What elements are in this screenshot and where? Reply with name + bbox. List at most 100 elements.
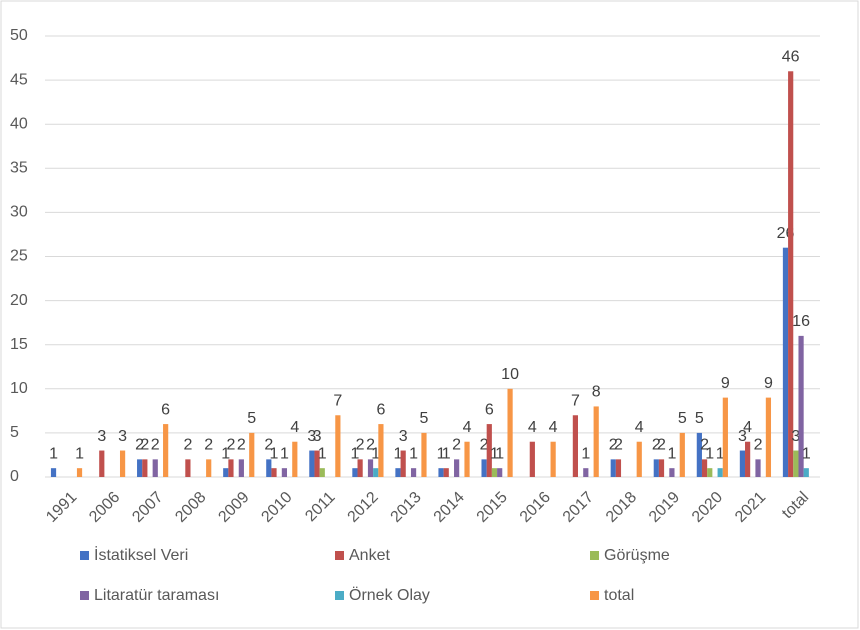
- value-label: 2: [151, 437, 160, 454]
- legend-swatch: [80, 591, 89, 600]
- value-label: 1: [350, 445, 359, 462]
- value-label: 2: [480, 437, 489, 454]
- bar: [454, 459, 460, 477]
- bar: [696, 432, 702, 477]
- bar: [593, 406, 599, 477]
- legend-swatch: [590, 551, 599, 560]
- bar: [679, 432, 685, 477]
- y-tick-label: 15: [10, 336, 28, 353]
- bar: [636, 441, 642, 477]
- bar: [782, 247, 789, 477]
- legend-label: Görüşme: [604, 547, 670, 564]
- value-label: 1: [394, 445, 403, 462]
- value-label: 2: [754, 437, 763, 454]
- bar: [185, 459, 191, 477]
- value-label: 1: [280, 445, 289, 462]
- bar: [367, 459, 374, 477]
- value-label: 1: [802, 445, 811, 462]
- bar: [163, 424, 169, 477]
- bar: [803, 468, 809, 477]
- bar: [292, 441, 298, 477]
- bar: [717, 468, 723, 477]
- value-label: 1: [75, 445, 84, 462]
- bar: [798, 335, 804, 477]
- value-label: 2: [366, 437, 375, 454]
- bar: [658, 459, 665, 477]
- value-label: 2: [614, 437, 623, 454]
- bar: [788, 71, 794, 477]
- bar: [410, 468, 417, 477]
- value-label: 4: [528, 419, 537, 436]
- legend-label: Örnek Olay: [349, 586, 430, 604]
- value-label: 4: [463, 419, 472, 436]
- bar: [238, 459, 244, 477]
- value-label: 46: [782, 48, 800, 65]
- y-tick-label: 0: [10, 468, 19, 485]
- value-label: 10: [501, 366, 519, 383]
- bar: [507, 388, 513, 477]
- value-label: 7: [571, 392, 580, 409]
- bar: [335, 415, 341, 477]
- value-label: 5: [695, 410, 704, 427]
- bar: [610, 459, 616, 477]
- y-tick-label: 30: [10, 204, 28, 221]
- bar: [378, 424, 384, 477]
- bar: [481, 459, 487, 477]
- value-label: 3: [307, 428, 316, 445]
- value-label: 5: [678, 410, 687, 427]
- bar: [99, 450, 105, 477]
- value-label: 3: [313, 428, 322, 445]
- y-tick-label: 40: [10, 115, 28, 132]
- bar: [228, 459, 234, 477]
- bar: [701, 459, 708, 477]
- value-label: 4: [549, 419, 558, 436]
- value-label: 2: [452, 437, 461, 454]
- legend-label: Litaratür taraması: [94, 587, 219, 604]
- bar: [119, 450, 126, 477]
- legend-swatch: [335, 591, 344, 600]
- bar: [352, 468, 358, 477]
- bar: [373, 468, 379, 477]
- bar: [707, 468, 713, 477]
- legend-label: İstatiksel Veri: [94, 545, 188, 564]
- value-label: 1: [49, 445, 58, 462]
- value-label: 1: [270, 445, 279, 462]
- value-label: 1: [437, 445, 446, 462]
- value-label: 2: [204, 437, 213, 454]
- value-label: 2: [226, 437, 235, 454]
- legend-label: Anket: [349, 547, 390, 564]
- value-label: 3: [97, 428, 106, 445]
- bar: [357, 459, 363, 477]
- bar: [281, 468, 288, 477]
- value-label: 1: [409, 445, 418, 462]
- value-label: 6: [485, 401, 494, 418]
- bar: [249, 432, 255, 477]
- value-label: 1: [667, 445, 676, 462]
- legend-swatch: [590, 591, 599, 600]
- bar: [421, 432, 427, 477]
- value-label: 1: [490, 445, 499, 462]
- bar: [793, 450, 799, 477]
- bar: [497, 468, 503, 477]
- value-label: 4: [743, 419, 752, 436]
- bar: [142, 459, 148, 477]
- bar: [669, 468, 675, 477]
- bar: [137, 459, 143, 477]
- value-label: 5: [420, 410, 429, 427]
- bar: [400, 450, 406, 477]
- bar: [438, 468, 444, 477]
- value-label: 3: [791, 428, 800, 445]
- bar: [653, 459, 659, 477]
- bar: [739, 450, 746, 477]
- bar: [76, 468, 83, 477]
- bar: [309, 450, 315, 477]
- bar: [271, 468, 277, 477]
- value-label: 2: [652, 437, 661, 454]
- value-label: 1: [318, 445, 327, 462]
- legend-label: total: [604, 587, 634, 604]
- value-label: 1: [495, 445, 504, 462]
- value-label: 2: [657, 437, 666, 454]
- value-label: 4: [635, 419, 644, 436]
- y-tick-label: 5: [10, 424, 19, 441]
